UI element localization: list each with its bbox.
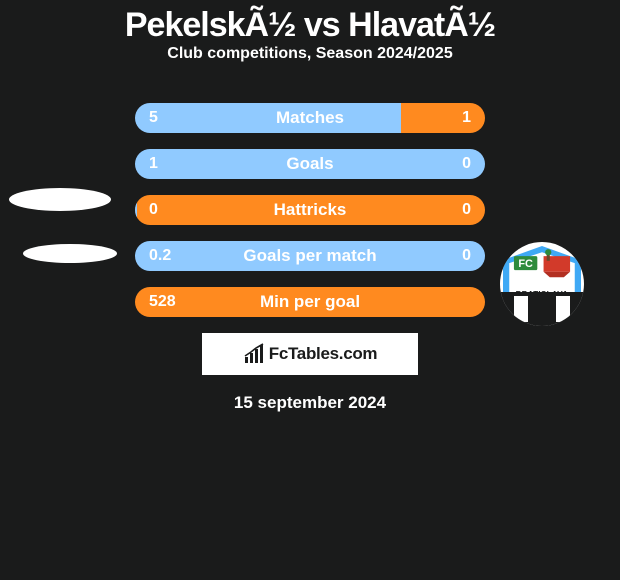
stats-table: Matches51 Goals10 Hattricks00 Goals per mat…: [0, 103, 620, 317]
date-caption: 15 september 2024: [0, 393, 620, 413]
stat-bar-left: [135, 149, 485, 179]
attribution-box: FcTables.com: [202, 333, 418, 375]
attribution-text: FcTables.com: [269, 344, 378, 364]
stat-row: Hattricks00: [135, 195, 485, 225]
stat-row: Matches51: [135, 103, 485, 133]
stat-row: Min per goal528: [135, 287, 485, 317]
stat-row: Goals10: [135, 149, 485, 179]
stat-bar-left: [135, 103, 401, 133]
stat-bar-neutral: [135, 195, 485, 225]
stat-bar-left-edge: [135, 195, 137, 225]
chart-icon: [243, 343, 267, 365]
page-title: PekelskÃ½ vs HlavatÃ½: [0, 0, 620, 45]
stat-bar-right: [135, 287, 485, 317]
stat-bar-right: [401, 103, 485, 133]
stat-bar-left: [135, 241, 485, 271]
stat-row: Goals per match0.20: [135, 241, 485, 271]
page-subtitle: Club competitions, Season 2024/2025: [0, 45, 620, 63]
comparison-panel: FC BRATISLAVA Matches51Goals10Hattricks0…: [0, 63, 620, 413]
